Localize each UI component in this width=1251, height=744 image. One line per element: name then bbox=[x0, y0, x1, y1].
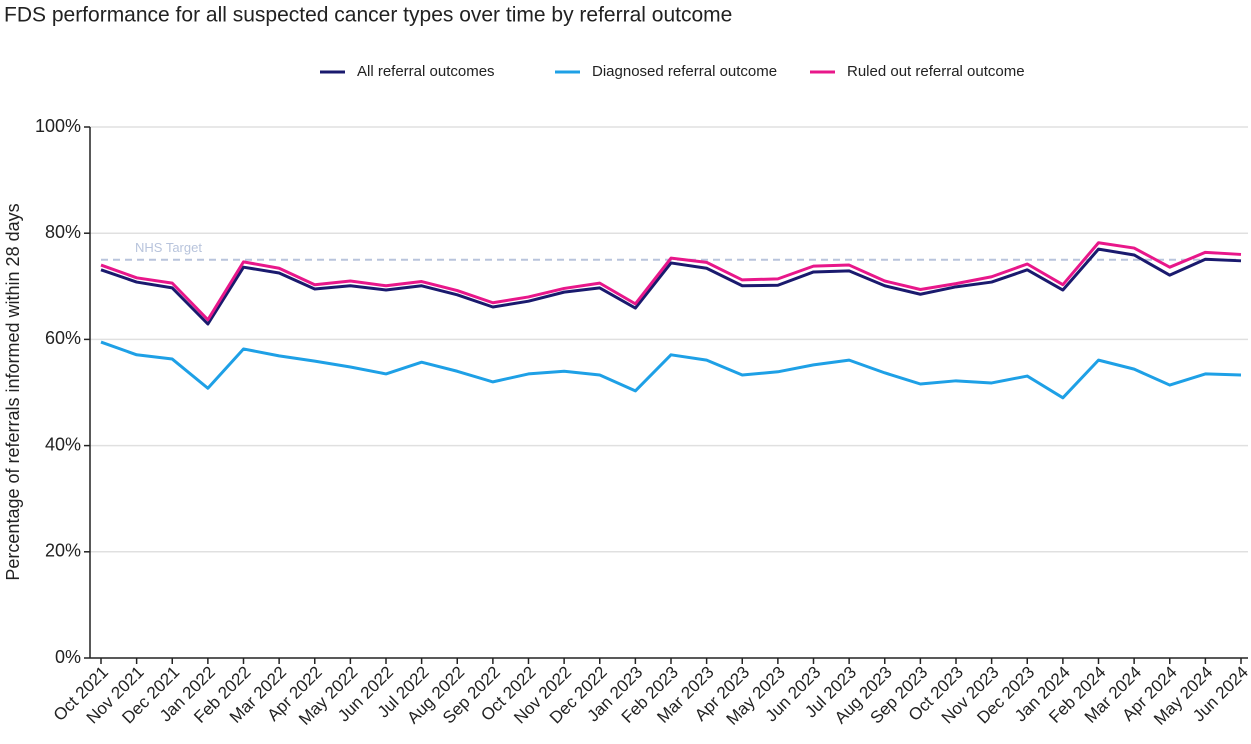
chart-title: FDS performance for all suspected cancer… bbox=[4, 4, 732, 27]
y-axis-label: Percentage of referrals informed within … bbox=[3, 203, 23, 580]
series-line bbox=[100, 241, 1242, 322]
y-tick-label: 100% bbox=[35, 116, 81, 136]
legend-label: Diagnosed referral outcome bbox=[592, 63, 777, 80]
y-tick-label: 20% bbox=[45, 541, 81, 561]
y-tick-label: 40% bbox=[45, 434, 81, 454]
y-tick-label: 0% bbox=[55, 647, 81, 667]
target-label: NHS Target bbox=[135, 240, 202, 255]
legend-label: All referral outcomes bbox=[357, 63, 495, 80]
series-line bbox=[100, 340, 1242, 400]
legend-label: Ruled out referral outcome bbox=[847, 63, 1025, 80]
y-tick-label: 80% bbox=[45, 222, 81, 242]
series-line bbox=[100, 247, 1242, 326]
y-tick-label: 60% bbox=[45, 328, 81, 348]
